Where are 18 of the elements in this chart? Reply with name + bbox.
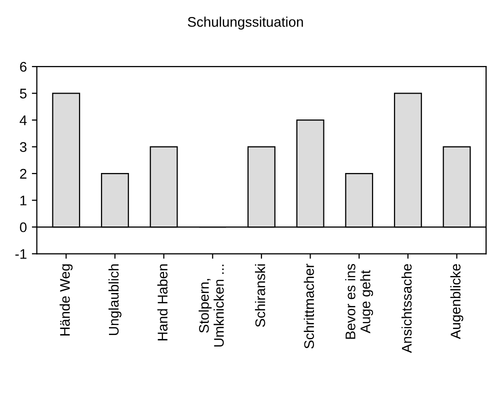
- y-tick-label: 1: [20, 196, 26, 206]
- y-tick-label: -1: [15, 249, 26, 259]
- x-tick-label: Augenblicke: [450, 264, 464, 340]
- x-tick-label: Schiranski: [254, 264, 266, 327]
- y-tick-label: 4: [20, 116, 27, 126]
- y-tick-label: 0: [20, 222, 27, 232]
- x-tick-label: Ansichtssache: [401, 264, 412, 354]
- x-tick-label: Hand Haben: [157, 264, 168, 340]
- chart-title: Schulungssituation: [188, 16, 303, 30]
- x-tick-label: Bevor es ins Auge geht: [345, 264, 374, 339]
- x-tick-label: Schrittmacher: [304, 264, 314, 349]
- y-tick-label: 6: [20, 62, 26, 72]
- y-tick-label: 3: [20, 142, 26, 152]
- y-tick-label: 2: [20, 168, 26, 179]
- x-tick-label: Unglaublich: [108, 264, 122, 335]
- x-tick-label: Stolpern, Umknicken ...: [198, 264, 224, 347]
- x-tick-label: Hände Weg: [60, 264, 73, 336]
- y-tick-label: 5: [20, 88, 27, 98]
